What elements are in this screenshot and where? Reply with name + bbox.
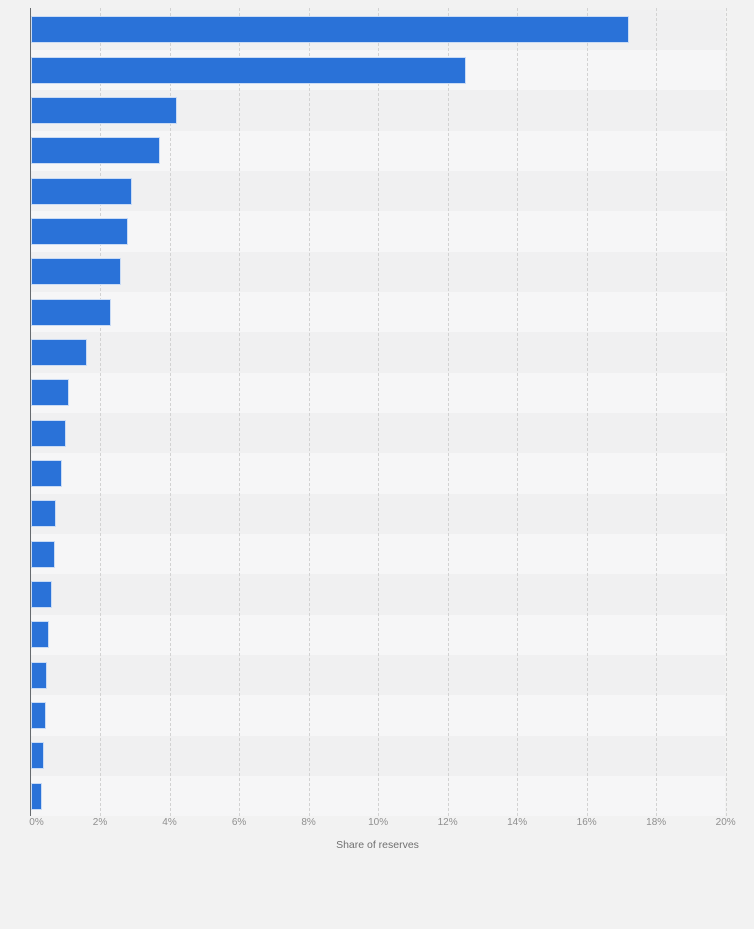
bar[interactable] bbox=[31, 298, 111, 326]
gridline bbox=[239, 8, 241, 816]
bar[interactable] bbox=[31, 217, 129, 245]
gridline bbox=[725, 8, 727, 816]
bar[interactable] bbox=[31, 419, 66, 447]
bar[interactable] bbox=[31, 16, 629, 44]
x-tick-label: 8% bbox=[301, 817, 316, 828]
bar-chart-plot-area: 0% 2% 4% 6% 8% 10% 12% 14% 16% 18% 20% Share of re… bbox=[29, 8, 736, 851]
gridline bbox=[100, 8, 102, 816]
bar[interactable] bbox=[31, 137, 160, 165]
x-axis-title: Share of reserves bbox=[336, 839, 419, 851]
bar[interactable] bbox=[31, 379, 70, 407]
row-stripe bbox=[30, 776, 725, 817]
gridline bbox=[656, 8, 658, 816]
row-stripe bbox=[30, 534, 725, 575]
x-tick-label: 18% bbox=[646, 817, 667, 828]
bar[interactable] bbox=[31, 621, 50, 649]
gridline bbox=[447, 8, 449, 816]
x-tick-label: 16% bbox=[576, 817, 597, 828]
x-tick-label: 4% bbox=[162, 817, 177, 828]
row-stripe bbox=[30, 251, 725, 292]
bar[interactable] bbox=[31, 460, 63, 488]
gridline bbox=[586, 8, 588, 816]
bar[interactable] bbox=[31, 177, 132, 205]
bar[interactable] bbox=[31, 540, 55, 568]
row-stripe bbox=[30, 453, 725, 494]
x-tick-label: 20% bbox=[715, 817, 736, 828]
row-stripe bbox=[30, 695, 725, 736]
bar[interactable] bbox=[31, 581, 52, 609]
bar[interactable] bbox=[31, 500, 57, 528]
row-stripe bbox=[30, 211, 725, 252]
bar[interactable] bbox=[31, 742, 44, 770]
row-stripe bbox=[30, 413, 725, 454]
row-stripe bbox=[30, 735, 725, 777]
x-tick-label: 10% bbox=[368, 817, 389, 828]
x-tick-label: 2% bbox=[92, 817, 108, 828]
row-stripe bbox=[30, 332, 725, 373]
row-stripe bbox=[30, 291, 725, 333]
bar[interactable] bbox=[31, 661, 47, 689]
row-stripe bbox=[30, 170, 725, 212]
bar[interactable] bbox=[31, 338, 87, 366]
row-stripe bbox=[30, 372, 725, 413]
bar[interactable] bbox=[31, 782, 42, 810]
row-stripe bbox=[30, 493, 725, 535]
y-axis-line bbox=[30, 8, 31, 816]
x-tick-label: 12% bbox=[437, 817, 458, 828]
x-tick-label: 0% bbox=[29, 817, 44, 828]
gridline bbox=[169, 8, 171, 816]
x-tick-label: 6% bbox=[231, 817, 247, 828]
gridline bbox=[378, 8, 380, 816]
row-stripe bbox=[30, 655, 725, 696]
gridline bbox=[308, 8, 310, 816]
bar[interactable] bbox=[31, 96, 177, 124]
bar[interactable] bbox=[31, 702, 46, 730]
bar[interactable] bbox=[31, 56, 466, 84]
row-stripe bbox=[30, 614, 725, 656]
x-tick-label: 14% bbox=[507, 817, 528, 828]
gridline bbox=[517, 8, 519, 816]
row-stripe bbox=[30, 574, 725, 615]
bar[interactable] bbox=[31, 258, 122, 286]
